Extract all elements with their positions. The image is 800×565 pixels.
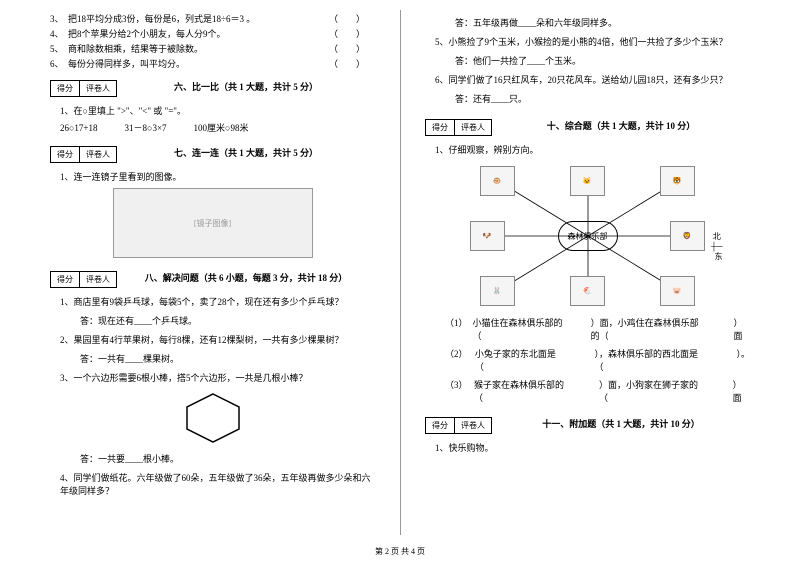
- reviewer-label: 评卷人: [80, 272, 116, 287]
- score-box: 得分 评卷人: [50, 146, 117, 163]
- animal-node: 🐵: [480, 166, 515, 196]
- mirror-q: 1、连一连镜子里看到的图像。: [60, 170, 375, 183]
- section-7-title: 七、连一连（共 1 大题，共计 5 分）: [117, 146, 375, 159]
- fill-t1: 猴子家在森林俱乐部的（: [474, 378, 570, 404]
- tf-item: 6、每份分得同样多，叫平均分。（ ）: [50, 57, 375, 70]
- section-10-header: 得分 评卷人 十、综合题（共 1 大题，共计 10 分）: [425, 111, 750, 140]
- fill-t1: 小兔子家的东北面是（: [475, 347, 565, 373]
- tf-paren: （ ）: [329, 42, 375, 55]
- score-label: 得分: [51, 81, 80, 96]
- section-8-title: 八、解决问题（共 6 小题，每题 3 分，共计 18 分）: [117, 271, 375, 284]
- section-7-header: 得分 评卷人 七、连一连（共 1 大题，共计 5 分）: [50, 138, 375, 167]
- animal-node: 🐔: [570, 276, 605, 306]
- tf-num: 3、: [50, 12, 68, 25]
- score-label: 得分: [426, 418, 455, 433]
- answer-3: 答：一共要____根小棒。: [80, 452, 375, 465]
- animal-node: 🐯: [660, 166, 695, 196]
- tf-num: 5、: [50, 42, 68, 55]
- answer-4: 答：五年级再做____朵和六年级同样多。: [455, 16, 750, 29]
- section-8-header: 得分 评卷人 八、解决问题（共 6 小题，每题 3 分，共计 18 分）: [50, 263, 375, 292]
- score-box: 得分 评卷人: [50, 271, 117, 288]
- problem-3: 3、一个六边形需要6根小棒，搭5个六边形，一共是几根小棒？: [60, 371, 375, 384]
- section-11-header: 得分 评卷人 十一、附加题（共 1 大题，共计 10 分）: [425, 409, 750, 438]
- score-label: 得分: [51, 272, 80, 287]
- compass-icon: 北 ┼─ 东: [711, 231, 722, 262]
- page-footer: 第 2 页 共 4 页: [0, 546, 800, 557]
- compass-east: 东: [711, 251, 722, 262]
- score-box: 得分 评卷人: [425, 119, 492, 136]
- right-column: 答：五年级再做____朵和六年级同样多。 5、小熊捡了9个玉米，小猴捡的是小熊的…: [400, 0, 800, 565]
- shopping-q: 1、快乐购物。: [435, 441, 750, 454]
- fill-t1: 小猫住在森林俱乐部的（: [472, 316, 563, 342]
- fill-t2: ），森林俱乐部的西北面是（: [594, 347, 706, 373]
- animal-node: 🐶: [470, 221, 505, 251]
- score-label: 得分: [426, 120, 455, 135]
- tf-num: 4、: [50, 27, 68, 40]
- reviewer-label: 评卷人: [455, 418, 491, 433]
- animal-node: 🐷: [660, 276, 695, 306]
- tf-paren: （ ）: [329, 27, 375, 40]
- section-6-header: 得分 评卷人 六、比一比（共 1 大题，共计 5 分）: [50, 72, 375, 101]
- problem-2: 2、果园里有4行苹果树，每行8棵，还有12棵梨树，一共有多少棵果树？: [60, 333, 375, 346]
- answer-1: 答：现在还有____个乒乓球。: [80, 314, 375, 327]
- fill-num: （3）: [445, 378, 474, 404]
- true-false-list: 3、把18平均分成3份，每份是6，列式是18÷6＝3 。（ ） 4、把8个苹果分…: [50, 12, 375, 70]
- fill-item: （1）小猫住在森林俱乐部的（ ）面，小鸡住在森林俱乐部的（ ）面: [445, 316, 750, 342]
- problem-4: 4、同学们做纸花。六年级做了60朵，五年级做了36朵，五年级再做多少朵和六年级同…: [60, 471, 375, 497]
- problem-6: 6、同学们做了16只红风车，20只花风车。送给幼儿园18只，还有多少只？: [435, 73, 750, 86]
- problem-5: 5、小熊捡了9个玉米，小猴捡的是小熊的4倍，他们一共捡了多少个玉米？: [435, 35, 750, 48]
- fill-num: （2）: [445, 347, 475, 373]
- problem-1: 1、商店里有9袋乒乓球，每袋5个，卖了28个，现在还有多少个乒乓球？: [60, 295, 375, 308]
- fill-item: （2）小兔子家的东北面是（ ），森林俱乐部的西北面是（ ）。: [445, 347, 750, 373]
- animal-node: 🦁: [670, 221, 705, 251]
- animal-node: 🐱: [570, 166, 605, 196]
- answer-2: 答：一共有____棵果树。: [80, 352, 375, 365]
- tf-text: 把8个苹果分给2个小朋友，每人分9个。: [68, 27, 329, 40]
- forest-club-diagram: 🐵 🐱 🐯 🐶 🦁 🐰 🐔 🐷 森林俱乐部 北 ┼─ 东: [448, 161, 728, 311]
- mirror-image: [镜子图像]: [113, 188, 313, 258]
- fill-t3: ）面: [733, 316, 750, 342]
- reviewer-label: 评卷人: [455, 120, 491, 135]
- tf-item: 4、把8个苹果分给2个小朋友，每人分9个。（ ）: [50, 27, 375, 40]
- fill-item: （3）猴子家在森林俱乐部的（ ）面，小狗家在狮子家的（ ）面: [445, 378, 750, 404]
- tf-paren: （ ）: [329, 12, 375, 25]
- compass-north: 北: [711, 231, 722, 242]
- tf-num: 6、: [50, 57, 68, 70]
- tf-text: 商和除数相乘，结果等于被除数。: [68, 42, 329, 55]
- observe-q: 1、仔细观察，辨别方向。: [435, 143, 750, 156]
- center-node: 森林俱乐部: [558, 221, 618, 251]
- section-10-title: 十、综合题（共 1 大题，共计 10 分）: [492, 119, 750, 132]
- tf-text: 每份分得同样多，叫平均分。: [68, 57, 329, 70]
- compare-intro: 1、在○里填上 ">"、"<" 或 "="。: [60, 104, 375, 117]
- tf-item: 5、商和除数相乘，结果等于被除数。（ ）: [50, 42, 375, 55]
- tf-paren: （ ）: [329, 57, 375, 70]
- reviewer-label: 评卷人: [80, 147, 116, 162]
- fill-t2: ）面，小狗家在狮子家的（: [599, 378, 704, 404]
- fill-t2: ）面，小鸡住在森林俱乐部的（: [591, 316, 706, 342]
- score-box: 得分 评卷人: [50, 80, 117, 97]
- reviewer-label: 评卷人: [80, 81, 116, 96]
- answer-6: 答：还有____只。: [455, 92, 750, 105]
- fill-questions: （1）小猫住在森林俱乐部的（ ）面，小鸡住在森林俱乐部的（ ）面 （2）小兔子家的东…: [425, 316, 750, 404]
- section-11-title: 十一、附加题（共 1 大题，共计 10 分）: [492, 417, 750, 430]
- fill-t3: ）面: [733, 378, 750, 404]
- compass-arrow: ┼─: [711, 242, 722, 251]
- tf-item: 3、把18平均分成3份，每份是6，列式是18÷6＝3 。（ ）: [50, 12, 375, 25]
- animal-node: 🐰: [480, 276, 515, 306]
- score-box: 得分 评卷人: [425, 417, 492, 434]
- left-column: 3、把18平均分成3份，每份是6，列式是18÷6＝3 。（ ） 4、把8个苹果分…: [0, 0, 400, 565]
- tf-text: 把18平均分成3份，每份是6，列式是18÷6＝3 。: [68, 12, 329, 25]
- hexagon-shape: [183, 392, 243, 444]
- section-6-title: 六、比一比（共 1 大题，共计 5 分）: [117, 80, 375, 93]
- fill-t3: ）。: [736, 347, 750, 373]
- compare-items: 26○17+18 31－8○3×7 100厘米○98米: [60, 121, 375, 134]
- score-label: 得分: [51, 147, 80, 162]
- fill-num: （1）: [445, 316, 472, 342]
- answer-5: 答：他们一共捡了____个玉米。: [455, 54, 750, 67]
